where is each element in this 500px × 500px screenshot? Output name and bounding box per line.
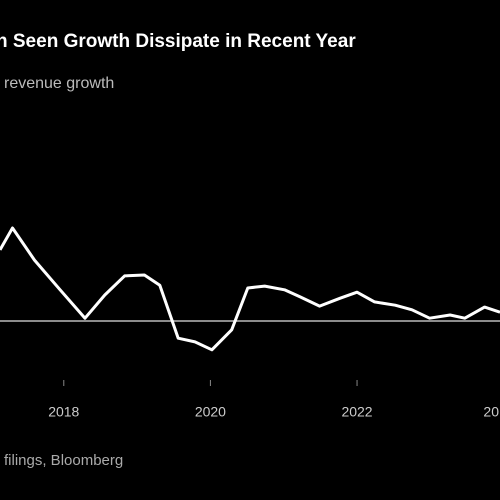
data-line bbox=[0, 226, 500, 352]
x-tick-label: 2020 bbox=[195, 404, 226, 420]
chart-title: n Seen Growth Dissipate in Recent Year bbox=[0, 31, 356, 52]
source-note: filings, Bloomberg bbox=[4, 452, 123, 469]
x-tick-label: 2022 bbox=[341, 404, 372, 420]
x-tick-label: 2018 bbox=[48, 404, 79, 420]
chart-subtitle: revenue growth bbox=[4, 75, 114, 92]
x-tick-label: 20 bbox=[483, 404, 499, 420]
